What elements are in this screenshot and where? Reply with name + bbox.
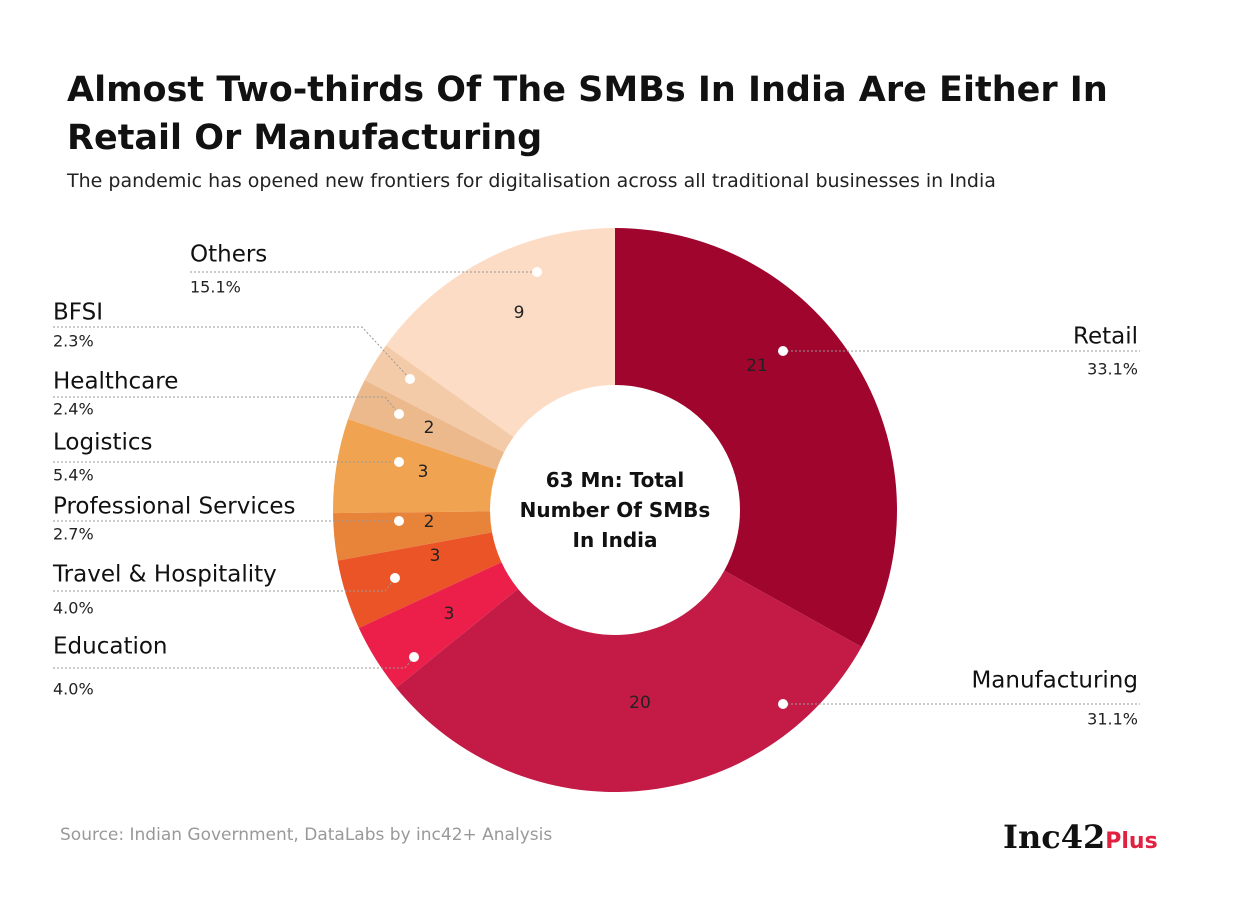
count-label: 9 bbox=[514, 303, 525, 323]
percent-label: 33.1% bbox=[1087, 360, 1138, 379]
percent-label: 2.7% bbox=[53, 525, 94, 544]
count-label: 3 bbox=[430, 546, 441, 566]
category-label: Retail bbox=[1073, 324, 1138, 350]
leader-dot bbox=[394, 457, 404, 467]
category-label: Travel & Hospitality bbox=[52, 562, 277, 588]
logo-main: Inc42 bbox=[1003, 818, 1106, 856]
percent-label: 4.0% bbox=[53, 599, 94, 618]
slice bbox=[396, 570, 862, 793]
percent-label: 5.4% bbox=[53, 466, 94, 485]
leader-line bbox=[53, 396, 400, 415]
percent-label: 31.1% bbox=[1087, 710, 1138, 729]
leader-dot bbox=[409, 652, 419, 662]
leader-line bbox=[53, 326, 411, 380]
category-label: Education bbox=[53, 634, 168, 660]
leader-line bbox=[53, 577, 396, 592]
slice bbox=[358, 562, 519, 688]
slice bbox=[333, 419, 497, 514]
count-label: 21 bbox=[746, 356, 768, 376]
leader-dot bbox=[405, 374, 415, 384]
slice bbox=[385, 228, 615, 438]
percent-label: 2.3% bbox=[53, 332, 94, 351]
center-box: 63 Mn: Total Number Of SMBs In India bbox=[519, 468, 711, 552]
percent-label: 2.4% bbox=[53, 400, 94, 419]
leader-dot bbox=[778, 699, 788, 709]
category-label: Professional Services bbox=[53, 494, 296, 520]
count-label: 3 bbox=[444, 604, 455, 624]
count-label: 2 bbox=[424, 418, 435, 438]
category-label: Others bbox=[190, 242, 267, 268]
leader-dot bbox=[394, 409, 404, 419]
slice bbox=[348, 380, 505, 470]
count-label: 3 bbox=[418, 462, 429, 482]
slice bbox=[333, 511, 493, 561]
leader-dot bbox=[532, 267, 542, 277]
percent-label: 15.1% bbox=[190, 278, 241, 297]
chart-title: Almost Two-thirds Of The SMBs In India A… bbox=[67, 70, 1108, 158]
category-label: Logistics bbox=[53, 430, 153, 456]
slice bbox=[337, 532, 502, 628]
category-label: Healthcare bbox=[53, 369, 178, 395]
leader-dot bbox=[778, 346, 788, 356]
logo-suffix: Plus bbox=[1105, 829, 1158, 854]
slice bbox=[364, 345, 514, 453]
leader-dot bbox=[390, 573, 400, 583]
category-label: Manufacturing bbox=[971, 668, 1138, 694]
count-label: 2 bbox=[424, 512, 435, 532]
source: Source: Indian Government, DataLabs by i… bbox=[60, 825, 553, 845]
chart-subtitle: The pandemic has opened new frontiers fo… bbox=[67, 170, 996, 192]
leader-dot bbox=[394, 516, 404, 526]
count-label: 20 bbox=[629, 693, 651, 713]
logo: Inc42Plus bbox=[1003, 818, 1158, 856]
center-label: 63 Mn: Total Number Of SMBs In India bbox=[519, 468, 711, 552]
category-label: BFSI bbox=[53, 300, 103, 326]
percent-label: 4.0% bbox=[53, 680, 94, 699]
slice bbox=[615, 228, 898, 647]
